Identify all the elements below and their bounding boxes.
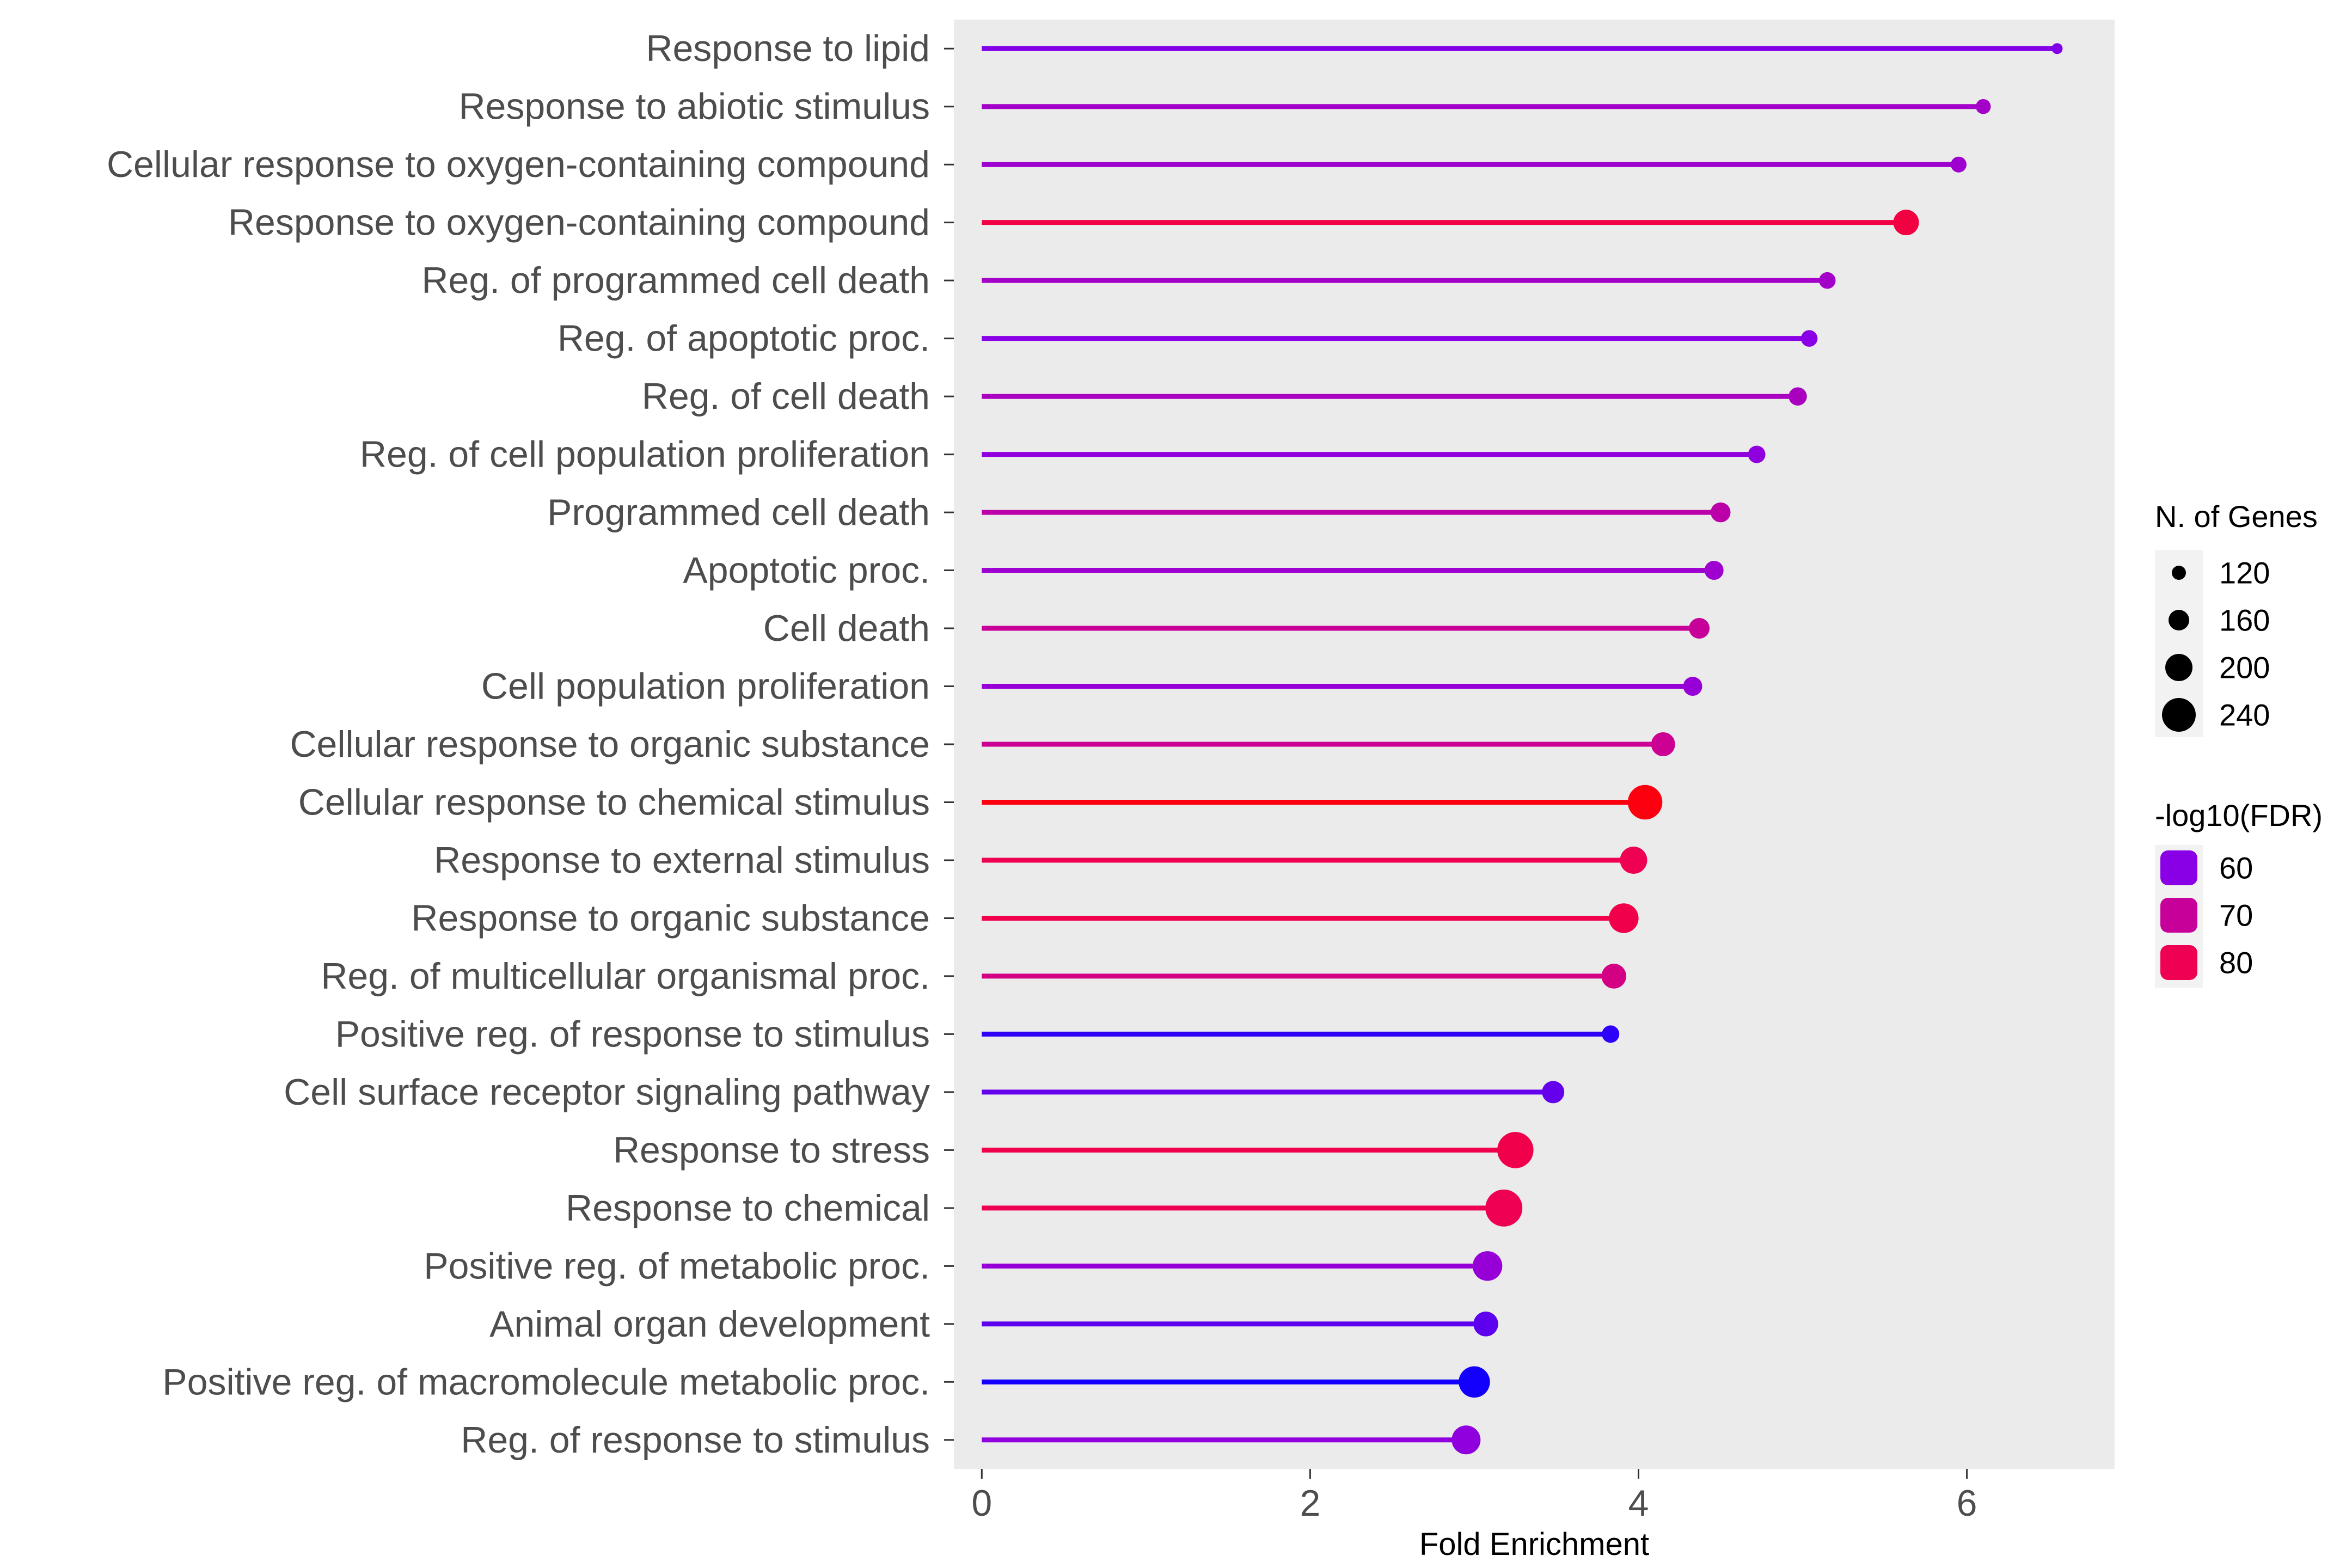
y-tick-label: Cell death (763, 608, 930, 649)
y-tick-label: Positive reg. of metabolic proc. (424, 1245, 930, 1287)
color-legend: -log10(FDR) 60 70 80 (2155, 798, 2323, 988)
x-tick-label: 4 (1628, 1483, 1649, 1524)
y-tick-label: Reg. of multicellular organismal proc. (321, 955, 930, 997)
y-tick-label: Reg. of programmed cell death (421, 260, 930, 301)
y-tick-label: Cellular response to oxygen-containing c… (107, 144, 930, 185)
lollipop-point (1473, 1312, 1498, 1337)
y-tick-label: Positive reg. of response to stimulus (335, 1013, 930, 1055)
size-legend-key (2162, 698, 2196, 732)
size-legend-key (2169, 610, 2189, 630)
lollipop-point (1748, 445, 1766, 463)
lollipop-point (1788, 387, 1807, 406)
y-tick-label: Cell surface receptor signaling pathway (284, 1071, 930, 1113)
lollipop-marks (982, 43, 2063, 1455)
lollipop-point (1459, 1366, 1490, 1398)
y-tick-label: Response to stress (613, 1129, 930, 1171)
y-tick-label: Response to lipid (646, 28, 930, 69)
x-tick-label: 2 (1300, 1483, 1320, 1524)
x-tick-label: 6 (1957, 1483, 1977, 1524)
y-tick-label: Response to external stimulus (434, 840, 930, 881)
color-legend-label: 60 (2219, 851, 2253, 885)
y-tick-label: Cellular response to organic substance (290, 724, 930, 765)
y-tick-label: Positive reg. of macromolecule metabolic… (162, 1361, 930, 1402)
y-tick-label: Response to chemical (566, 1187, 930, 1229)
y-tick-label: Apoptotic proc. (683, 550, 930, 591)
color-legend-key (2160, 850, 2197, 885)
y-tick-label: Programmed cell death (547, 492, 930, 533)
y-tick-label: Animal organ development (489, 1303, 930, 1345)
y-tick-label: Response to organic substance (411, 897, 930, 939)
lollipop-point (1711, 502, 1731, 523)
lollipop-point (1601, 964, 1627, 989)
y-tick-label: Response to oxygen-containing compound (228, 202, 930, 243)
y-tick-label: Response to abiotic stimulus (458, 86, 930, 127)
y-tick-label: Reg. of response to stimulus (461, 1419, 930, 1461)
lollipop-point (1683, 677, 1702, 696)
y-tick-label: Reg. of cell population proliferation (360, 434, 930, 475)
y-axis: Response to lipid Response to abiotic sti… (107, 28, 954, 1461)
size-legend-title: N. of Genes (2155, 499, 2318, 534)
color-legend-key (2160, 945, 2197, 980)
size-legend-key (2172, 566, 2186, 580)
lollipop-point (1472, 1251, 1503, 1281)
size-legend-label: 200 (2219, 651, 2270, 685)
size-legend-label: 120 (2219, 556, 2270, 590)
color-legend-label: 80 (2219, 946, 2253, 980)
size-legend-key (2165, 654, 2192, 681)
lollipop-point (1800, 330, 1818, 347)
size-legend-label: 240 (2219, 698, 2270, 732)
lollipop-point (1542, 1081, 1565, 1104)
x-tick-label: 0 (971, 1483, 992, 1524)
lollipop-point (1951, 156, 1967, 173)
y-tick-label: Cell population proliferation (481, 666, 930, 707)
lollipop-point (1651, 732, 1675, 756)
y-tick-label: Cellular response to chemical stimulus (298, 781, 930, 823)
size-legend: N. of Genes 120 160 200 240 (2155, 499, 2318, 737)
x-axis: 0 2 4 6 (971, 1469, 1977, 1524)
color-legend-title: -log10(FDR) (2155, 798, 2323, 832)
size-legend-label: 160 (2219, 603, 2270, 638)
color-legend-label: 70 (2219, 898, 2253, 933)
lollipop-point (1451, 1425, 1481, 1455)
lollipop-point (1609, 903, 1639, 933)
lollipop-point (1704, 561, 1724, 580)
lollipop-point (1893, 210, 1919, 236)
lollipop-point (1627, 785, 1663, 820)
lollipop-point (1976, 99, 1991, 114)
color-legend-key (2160, 898, 2197, 933)
lollipop-point (1819, 272, 1836, 289)
y-tick-label: Reg. of cell death (642, 376, 930, 417)
y-tick-label: Reg. of apoptotic proc. (558, 318, 930, 359)
lollipop-point (1620, 846, 1647, 874)
lollipop-point (2051, 43, 2063, 54)
lollipop-point (1689, 618, 1710, 639)
x-axis-title: Fold Enrichment (1419, 1527, 1649, 1562)
lollipop-point (1485, 1189, 1523, 1227)
lollipop-point (1602, 1025, 1620, 1043)
lollipop-point (1497, 1132, 1534, 1168)
